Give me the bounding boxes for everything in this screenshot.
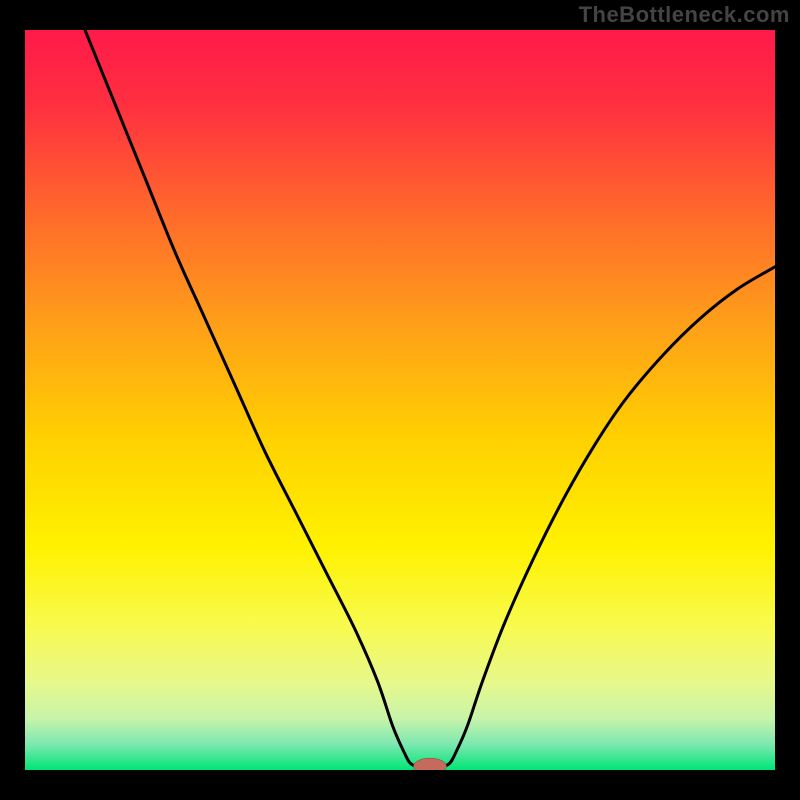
gradient-background bbox=[25, 30, 775, 770]
watermark-text: TheBottleneck.com bbox=[579, 2, 790, 28]
plot-frame bbox=[25, 30, 775, 770]
chart-svg bbox=[25, 30, 775, 770]
